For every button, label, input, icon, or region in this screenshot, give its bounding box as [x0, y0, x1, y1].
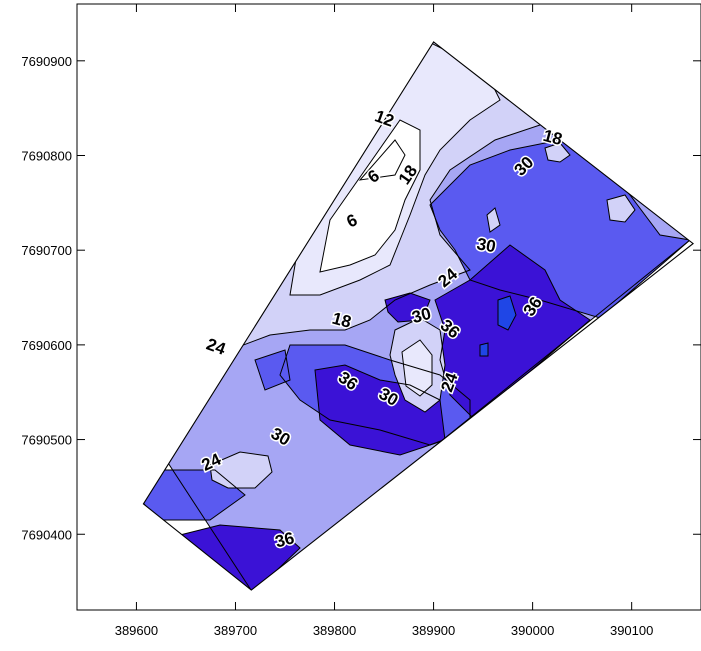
x-tick-label: 389600 [115, 623, 158, 638]
y-tick-label: 7690700 [21, 243, 72, 258]
y-tick-label: 7690500 [21, 433, 72, 448]
contour-band [607, 195, 635, 222]
y-tick-label: 7690600 [21, 338, 72, 353]
y-tick-label: 7690800 [21, 149, 72, 164]
x-tick-label: 389700 [214, 623, 257, 638]
contour-line [143, 469, 246, 521]
contour-line [314, 364, 446, 456]
contour-label: 30 [475, 234, 497, 256]
contour-line [254, 349, 291, 391]
contour-band [480, 343, 488, 356]
contour-line [384, 292, 431, 323]
y-tick-label: 7690900 [21, 54, 72, 69]
contour-line [479, 342, 489, 357]
contour-band [360, 140, 405, 180]
y-axis: 7690400 7690500 7690600 7690700 7690800 76909… [21, 54, 701, 542]
contour-line [497, 295, 517, 331]
x-tick-label: 389900 [412, 623, 455, 638]
contour-line [319, 119, 421, 273]
contour-fills [143, 41, 690, 591]
x-tick-label: 390000 [511, 623, 554, 638]
contour-line [389, 317, 446, 413]
contour-band [255, 350, 290, 390]
contour-band [435, 245, 590, 420]
contour-line [434, 244, 591, 421]
contour-line [209, 451, 273, 489]
y-tick-label: 7690400 [21, 527, 72, 542]
contour-line [606, 194, 636, 223]
contour-band [385, 293, 430, 322]
survey-boundary [142, 41, 694, 591]
x-tick-label: 389800 [313, 623, 356, 638]
contour-band [498, 296, 516, 330]
contour-line [358, 139, 406, 181]
x-axis: 389600 389700 389800 389900 390000 390100 [115, 4, 653, 638]
x-tick-label: 390100 [610, 623, 653, 638]
contour-line [401, 339, 433, 397]
contour-line [544, 142, 571, 163]
contour-line [486, 207, 501, 233]
